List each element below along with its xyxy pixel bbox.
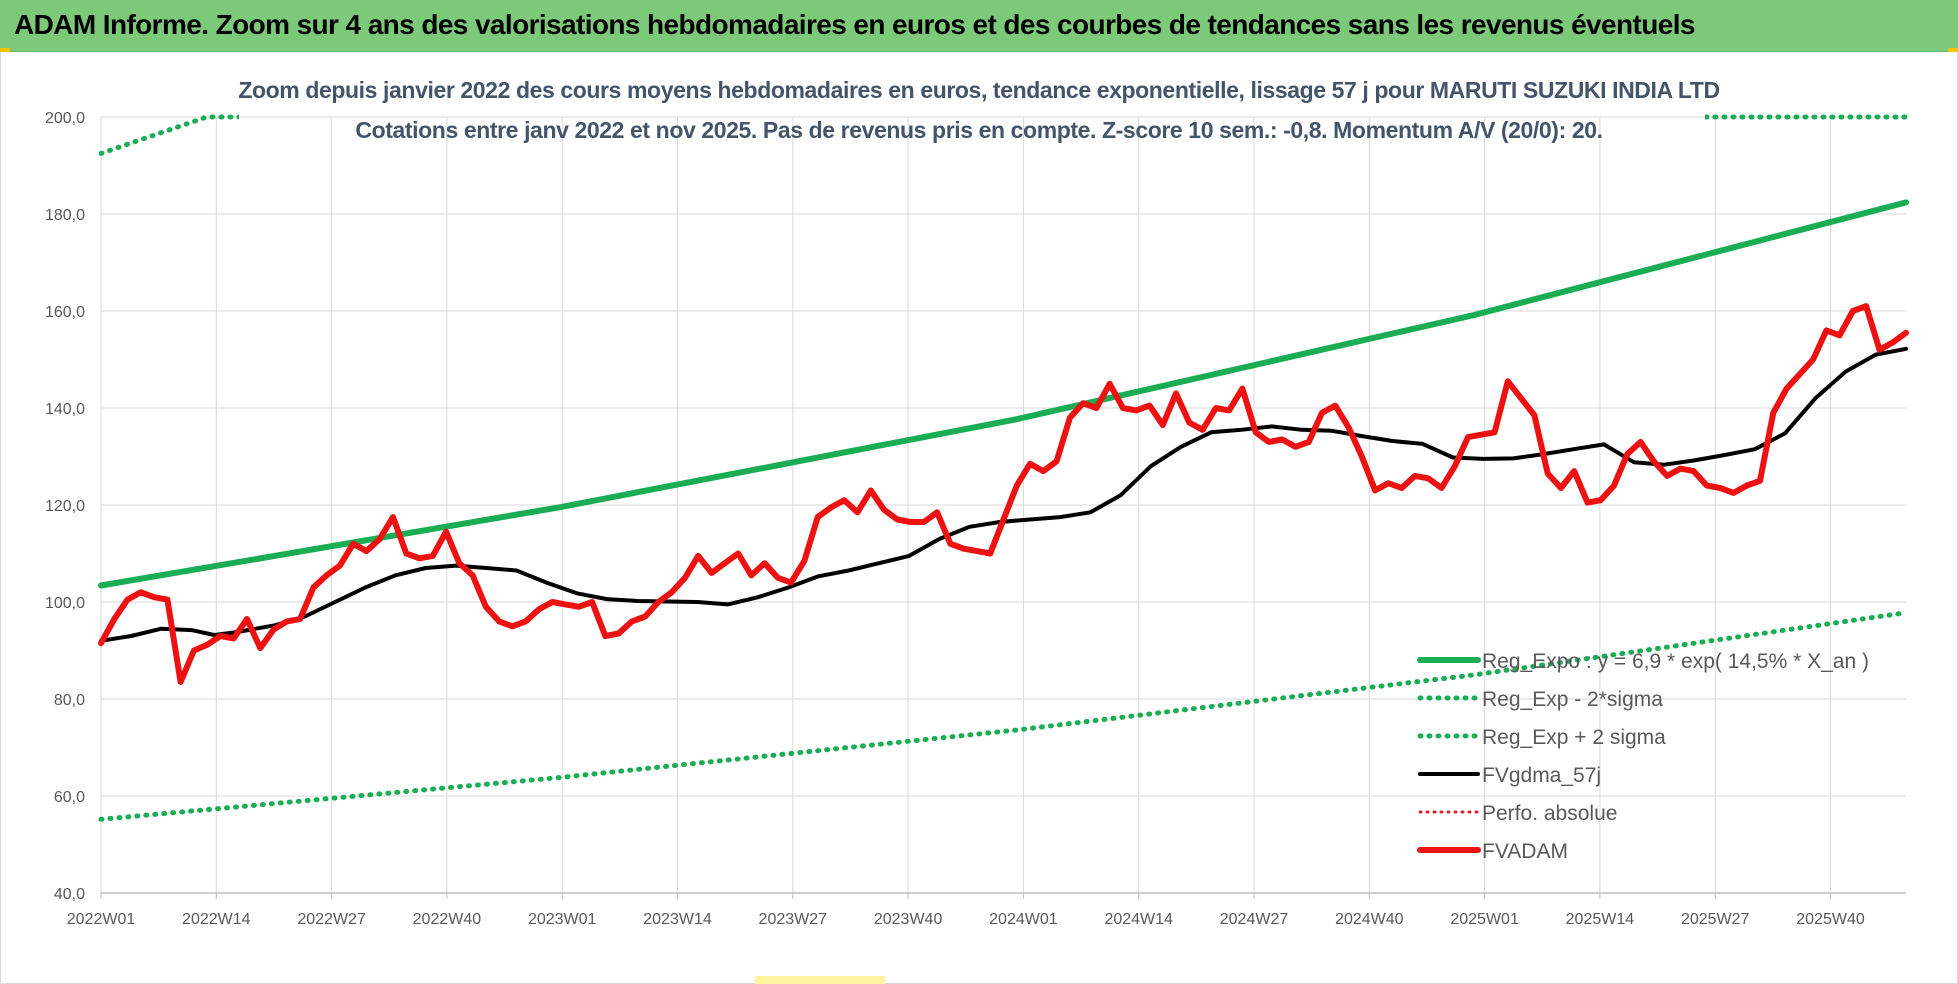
y-tick-label: 140,0 [45, 401, 85, 418]
legend-label: FVgdma_57j [1482, 764, 1601, 787]
legend-label: Reg_Exp - 2*sigma [1482, 688, 1663, 711]
x-tick-label: 2025W27 [1681, 911, 1750, 928]
banner-corner-mark-right [1948, 48, 1958, 52]
x-tick-label: 2024W14 [1104, 911, 1173, 928]
y-tick-label: 60,0 [54, 789, 85, 806]
legend-label: Perfo. absolue [1482, 802, 1617, 825]
x-tick-label: 2025W01 [1450, 911, 1519, 928]
legend-label: Reg_Exp + 2 sigma [1482, 726, 1666, 749]
x-tick-label: 2024W40 [1335, 911, 1404, 928]
lower-band-line [98, 610, 1909, 822]
x-tick-label: 2023W01 [528, 911, 597, 928]
x-tick-label: 2025W40 [1796, 911, 1865, 928]
x-tick-label: 2024W27 [1220, 911, 1289, 928]
x-tick-label: 2023W40 [874, 911, 943, 928]
x-tick-label: 2022W01 [67, 911, 136, 928]
y-tick-label: 80,0 [54, 692, 85, 709]
legend-label: FVADAM [1482, 840, 1568, 863]
y-tick-label: 100,0 [45, 595, 85, 612]
chart-title: Zoom depuis janvier 2022 des cours moyen… [238, 77, 1720, 103]
x-tick-label: 2025W14 [1566, 911, 1635, 928]
x-tick-label: 2023W27 [759, 911, 828, 928]
y-tick-label: 180,0 [45, 207, 85, 224]
fvgdma-line [99, 346, 1908, 643]
chart-subtitle: Cotations entre janv 2022 et nov 2025. P… [355, 117, 1603, 143]
bottom-marker [755, 976, 885, 984]
x-tick-label: 2023W14 [643, 911, 712, 928]
y-tick-label: 160,0 [45, 304, 85, 321]
x-tick-label: 2022W27 [297, 911, 366, 928]
trend-line [98, 199, 1909, 589]
fvadam-line [98, 303, 1909, 685]
y-tick-label: 40,0 [54, 886, 85, 903]
report-title: ADAM Informe. Zoom sur 4 ans des valoris… [14, 9, 1695, 40]
chart-series [98, 114, 1909, 822]
x-tick-label: 2022W40 [413, 911, 482, 928]
chart-grid [100, 116, 1906, 894]
y-tick-label: 120,0 [45, 498, 85, 515]
y-tick-label: 200,0 [45, 110, 85, 127]
x-tick-label: 2024W01 [989, 911, 1058, 928]
report-banner: ADAM Informe. Zoom sur 4 ans des valoris… [0, 0, 1958, 52]
chart-axes: 40,0 60,0 80,0 100,0 120,0 140,0 160,0 180,0 200… [45, 110, 1906, 928]
x-tick-label: 2022W14 [182, 911, 251, 928]
banner-corner-mark-left [0, 48, 10, 52]
chart-legend: Reg_Expo : y = 6,9 * exp( 14,5% * X_an )… [1417, 650, 1869, 863]
legend-label: Reg_Expo : y = 6,9 * exp( 14,5% * X_an ) [1482, 650, 1869, 673]
